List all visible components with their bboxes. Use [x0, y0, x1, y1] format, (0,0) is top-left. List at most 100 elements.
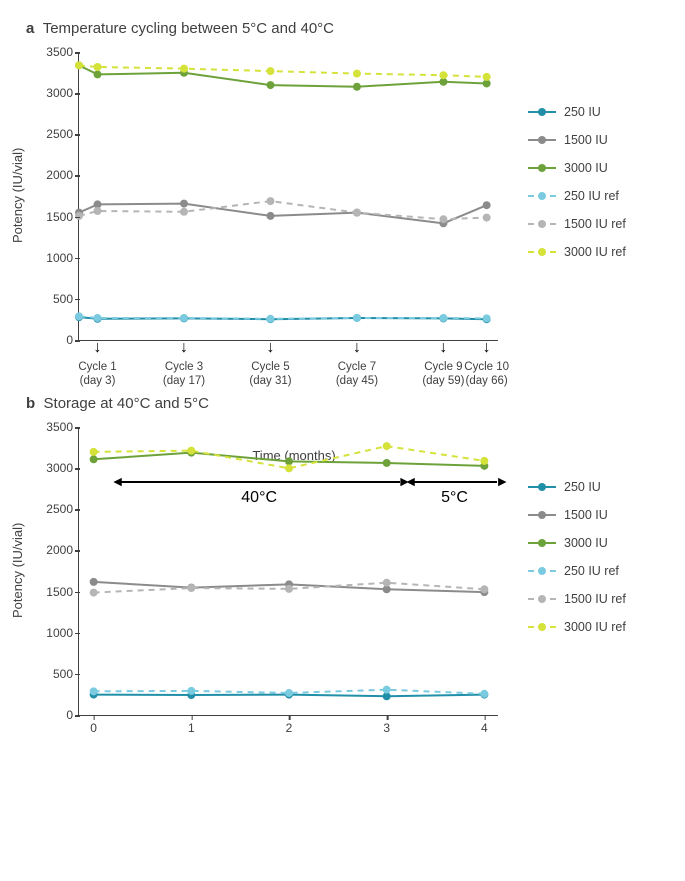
series-marker [90, 578, 98, 586]
ytick: 500 [53, 292, 79, 306]
panel-b-ylabel: Potency (IU/vial) [10, 420, 30, 720]
legend-swatch [528, 247, 556, 257]
series-marker [94, 314, 102, 322]
series-marker [266, 315, 274, 323]
series-marker [187, 447, 195, 455]
panel-a-chart: 0500100015002000250030003500↓Cycle 1(day… [30, 45, 510, 365]
panel-a: a Temperature cycling between 5°C and 40… [10, 20, 675, 365]
series-marker [90, 589, 98, 597]
series-marker [90, 455, 98, 463]
series-marker [483, 73, 491, 81]
legend-label: 3000 IU ref [564, 245, 626, 259]
panel-a-plot: 0500100015002000250030003500↓Cycle 1(day… [78, 53, 498, 341]
series-marker [439, 71, 447, 79]
range-line [119, 481, 400, 483]
series-marker [353, 83, 361, 91]
panel-a-ylabel: Potency (IU/vial) [10, 45, 30, 345]
legend-label: 1500 IU [564, 508, 608, 522]
xtick-label: 4 [481, 715, 488, 735]
series-marker [383, 686, 391, 694]
panel-a-title-text: Temperature cycling between 5°C and 40°C [43, 20, 334, 37]
series-marker [90, 448, 98, 456]
legend-swatch [528, 538, 556, 548]
panel-a-letter: a [26, 20, 34, 37]
legend-item: 250 IU [528, 105, 626, 119]
legend-swatch [528, 135, 556, 145]
series-marker [439, 314, 447, 322]
panel-b-title: b Storage at 40°C and 5°C [10, 395, 675, 412]
ytick: 500 [53, 667, 79, 681]
legend-label: 250 IU [564, 105, 601, 119]
legend-item: 1500 IU [528, 508, 626, 522]
legend-swatch [528, 163, 556, 173]
ytick: 2500 [46, 127, 79, 141]
series-marker [180, 200, 188, 208]
series-marker [383, 459, 391, 467]
series-marker [353, 70, 361, 78]
legend-label: 3000 IU [564, 161, 608, 175]
legend-item: 3000 IU [528, 536, 626, 550]
xtick-label: 0 [90, 715, 97, 735]
series-marker [285, 464, 293, 472]
legend-item: 1500 IU ref [528, 592, 626, 606]
series-marker [75, 61, 83, 69]
ytick: 2500 [46, 502, 79, 516]
series-marker [285, 457, 293, 465]
ytick: 0 [66, 708, 79, 722]
xtick-label: 1 [188, 715, 195, 735]
xtick-label: Cycle 7(day 45) [336, 340, 378, 389]
legend-swatch [528, 482, 556, 492]
xtick-label: 3 [383, 715, 390, 735]
legend-label: 250 IU ref [564, 564, 619, 578]
series-marker [480, 585, 488, 593]
series-marker [383, 442, 391, 450]
series-marker [480, 690, 488, 698]
legend-item: 250 IU [528, 480, 626, 494]
legend-item: 1500 IU [528, 133, 626, 147]
series-marker [353, 209, 361, 217]
series-marker [266, 197, 274, 205]
series-line [79, 204, 487, 224]
legend-swatch [528, 622, 556, 632]
panel-b-chart: 050010001500200025003000350001234 Time (… [30, 420, 510, 740]
range-label: 40°C [241, 489, 277, 507]
legend-label: 3000 IU [564, 536, 608, 550]
series-marker [383, 579, 391, 587]
legend-item: 3000 IU ref [528, 245, 626, 259]
legend-item: 3000 IU [528, 161, 626, 175]
series-marker [439, 215, 447, 223]
panel-b-letter: b [26, 395, 35, 412]
legend-item: 250 IU ref [528, 189, 626, 203]
series-marker [266, 81, 274, 89]
panel-b-plot: 050010001500200025003000350001234 [78, 428, 498, 716]
series-line [79, 65, 487, 77]
series-marker [90, 687, 98, 695]
xtick-label: Cycle 3(day 17) [163, 340, 205, 389]
legend-swatch [528, 510, 556, 520]
xtick-label: Cycle 1(day 3) [78, 340, 116, 389]
range-line [412, 481, 498, 483]
panel-a-svg [79, 53, 499, 341]
xtick-label: 2 [286, 715, 293, 735]
legend-item: 250 IU ref [528, 564, 626, 578]
ytick: 1000 [46, 251, 79, 265]
series-marker [180, 208, 188, 216]
series-marker [285, 689, 293, 697]
legend-label: 250 IU [564, 480, 601, 494]
panel-a-title: a Temperature cycling between 5°C and 40… [10, 20, 675, 37]
range-label: 5°C [441, 489, 468, 507]
left-arrow-icon: ◄ [404, 476, 418, 486]
ytick: 3500 [46, 45, 79, 59]
series-marker [180, 314, 188, 322]
panel-b-title-text: Storage at 40°C and 5°C [44, 395, 209, 412]
series-marker [483, 201, 491, 209]
series-marker [480, 457, 488, 465]
right-arrow-icon: ► [495, 476, 509, 486]
series-marker [75, 312, 83, 320]
legend-label: 1500 IU ref [564, 217, 626, 231]
legend-swatch [528, 594, 556, 604]
legend-label: 250 IU ref [564, 189, 619, 203]
panel-b-temp-range: ◄►40°C◄►5°C [98, 477, 528, 507]
xtick-label: Cycle 5(day 31) [249, 340, 291, 389]
ytick: 3500 [46, 420, 79, 434]
